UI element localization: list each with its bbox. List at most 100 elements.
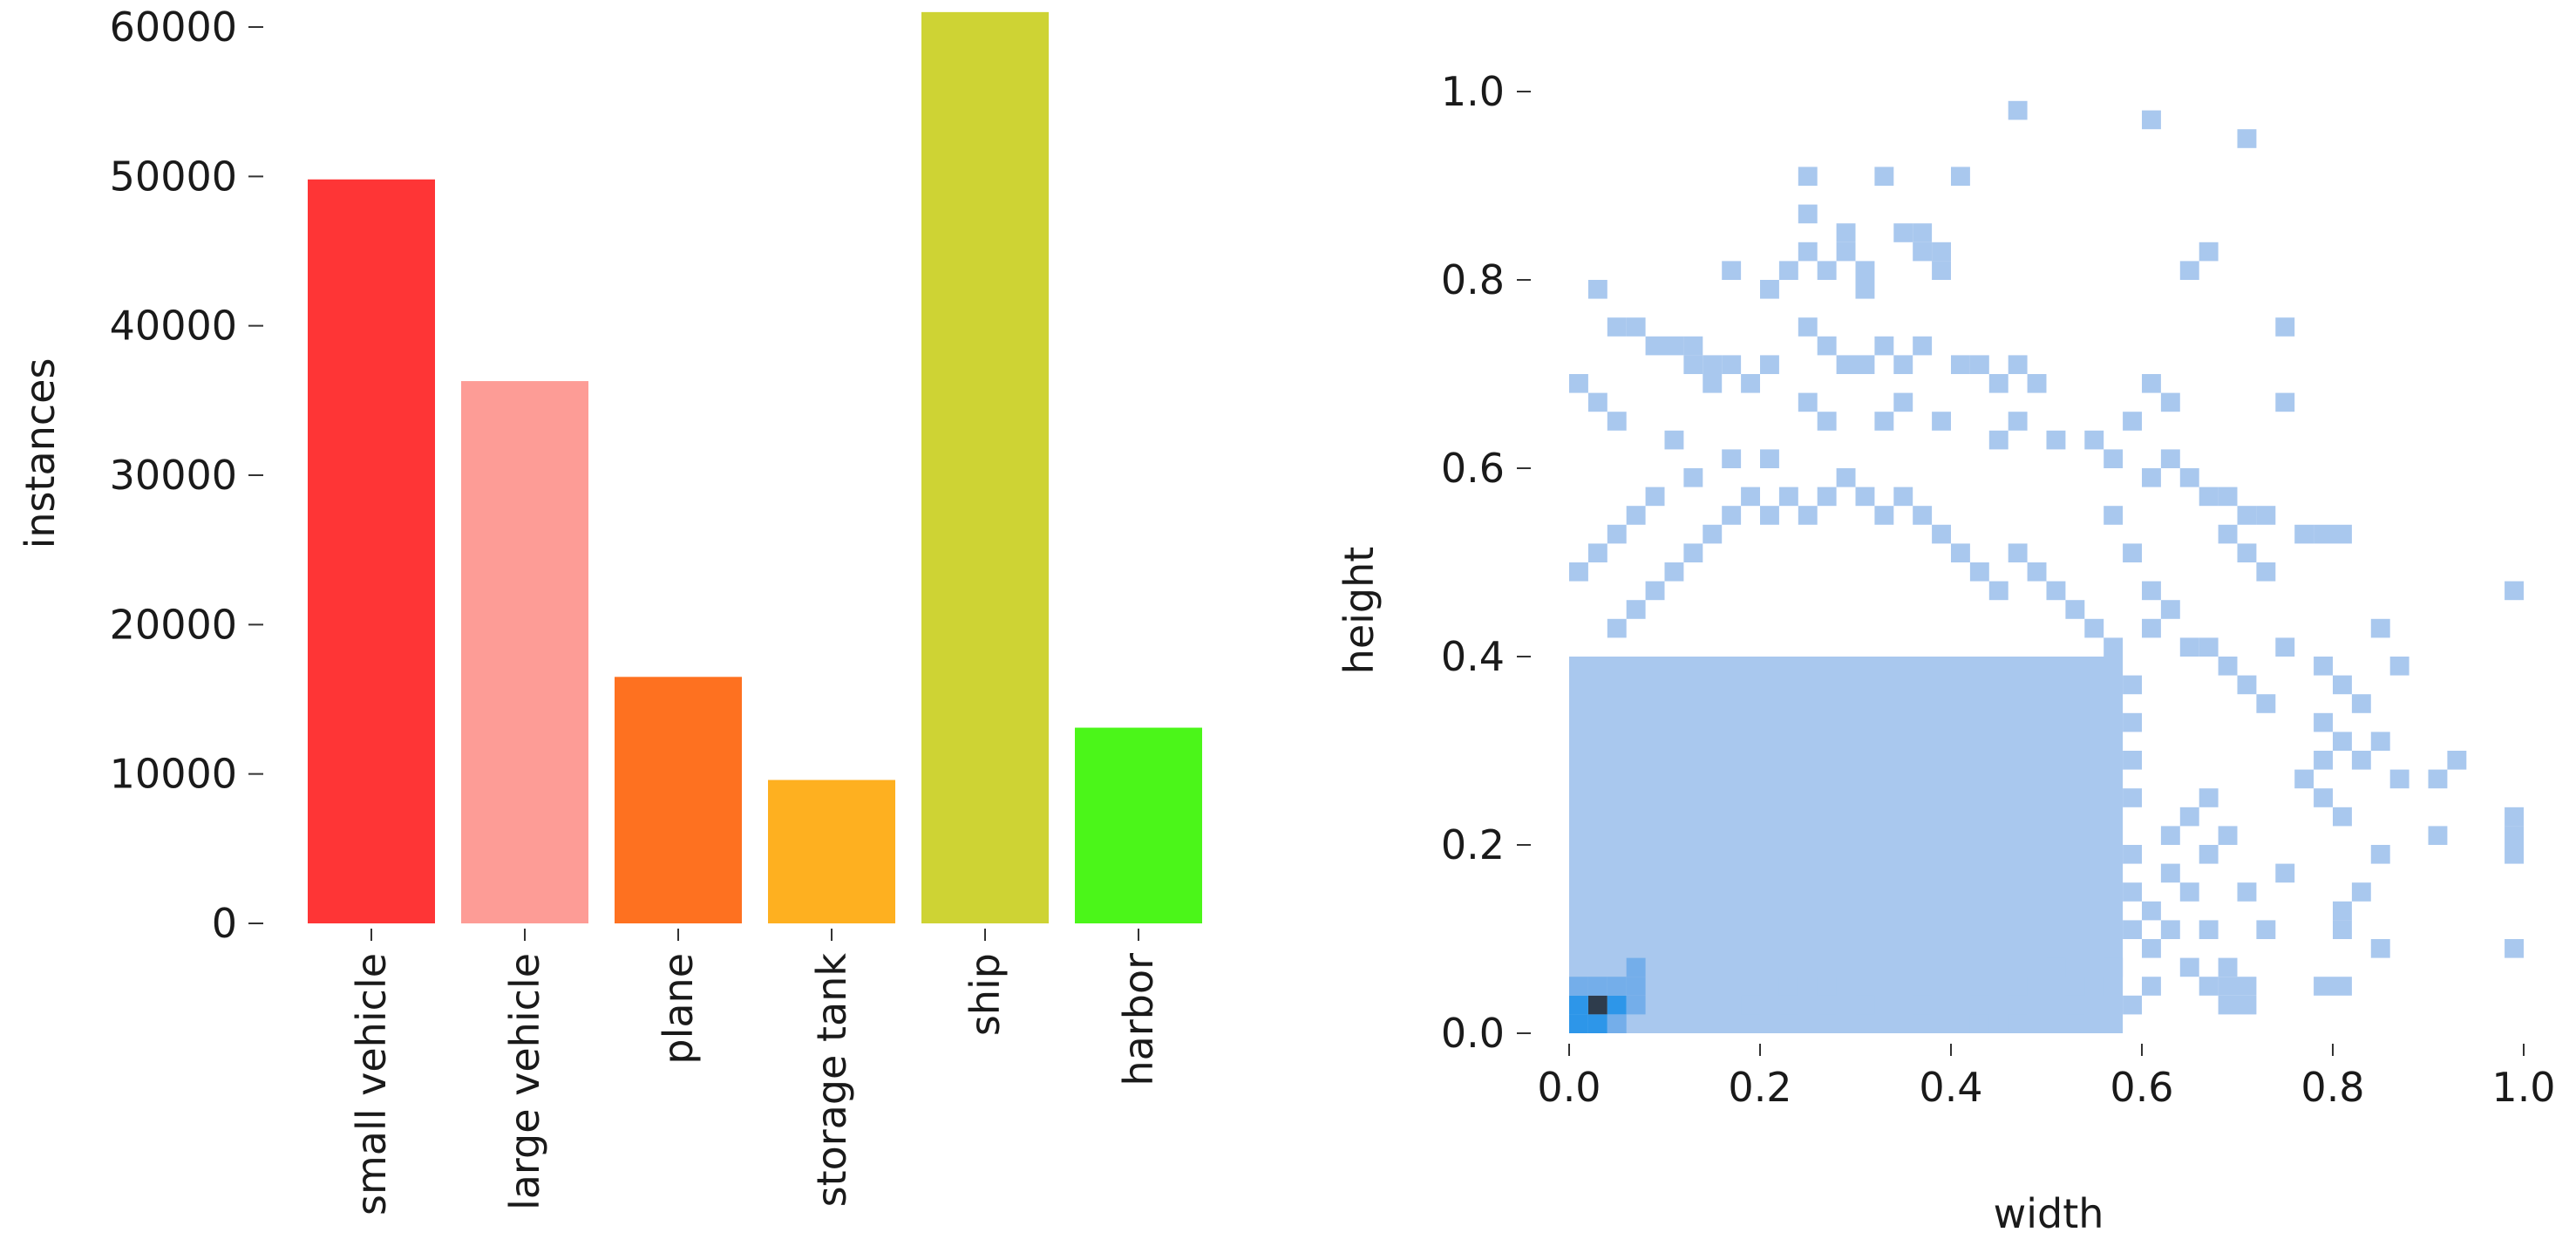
heatmap-hotspot-cell (1607, 977, 1627, 996)
heatmap-cell (2142, 374, 2161, 393)
heatmap-cell (2199, 977, 2219, 996)
heatmap-cell (2104, 957, 2124, 977)
heatmap-cell (2123, 995, 2142, 1015)
heatmap-cell (1645, 581, 1665, 601)
heatmap-cell (2123, 412, 2142, 431)
heatmap-hotspot-cell (1587, 977, 1607, 996)
heatmap-cell (2218, 977, 2238, 996)
heatmap-cell (2237, 506, 2257, 525)
bars (308, 11, 1202, 923)
heatmap-cell (1760, 280, 1779, 299)
heatmap-cell (2314, 712, 2333, 732)
heatmap-cell (2179, 957, 2199, 977)
heatmap-cell (1988, 374, 2008, 393)
heatmap-cell (1569, 374, 1588, 393)
heatmap-hotspot-cell (1569, 995, 1588, 1015)
heatmap-cell (2179, 468, 2199, 487)
heatmap-cell (2142, 110, 2161, 130)
heatmap-cell (2237, 543, 2257, 562)
heatmap-cell (2218, 826, 2238, 845)
heatmap-cell (2237, 882, 2257, 902)
heatmap-cell (2123, 788, 2142, 807)
heatmap-x-tick-label: 1.0 (2491, 1064, 2555, 1111)
heatmap-cell (1798, 506, 1818, 525)
heatmap-cell (1778, 487, 1798, 507)
heatmap-cell (2314, 977, 2333, 996)
heatmap-x-ticks: 0.0 0.2 0.4 0.6 0.8 1.0 (1537, 1044, 2556, 1111)
heatmap-cell (1855, 995, 1875, 1015)
heatmap-cell (1932, 412, 1951, 431)
heatmap-cell (2256, 920, 2276, 939)
heatmap-cell (1836, 355, 1856, 374)
bar-y-tick-label: 10000 (110, 751, 237, 798)
heatmap-y-axis-label: height (1336, 547, 1383, 675)
heatmap-cell (2218, 657, 2238, 676)
heatmap-cell (1988, 430, 2008, 450)
heatmap-cell (2160, 826, 2180, 845)
heatmap-cell (1893, 223, 1913, 242)
heatmap-hotspot-cell (1569, 1014, 1588, 1033)
heatmap-cell (2333, 675, 2352, 695)
heatmap-cell (1874, 977, 1894, 996)
heatmap-cell (2370, 845, 2390, 864)
heatmap-cell (2275, 317, 2295, 337)
heatmap-cell (2123, 543, 2142, 562)
heatmap-cell (1703, 524, 1723, 544)
heatmap-cell (1855, 280, 1875, 299)
heatmap-cell (1760, 506, 1779, 525)
heatmap-cell (1836, 242, 1856, 262)
heatmap-cell (1893, 487, 1913, 507)
heatmap-cell (2142, 901, 2161, 921)
heatmap-cell (2370, 939, 2390, 958)
heatmap-cell (2027, 374, 2047, 393)
heatmap-cell (1932, 524, 1951, 544)
heatmap-cell (2046, 957, 2066, 977)
heatmap-cell (2447, 751, 2467, 770)
heatmap-cell (2237, 977, 2257, 996)
heatmap-cell (1817, 412, 1837, 431)
heatmap-cell (2294, 524, 2314, 544)
heatmap-cell (1703, 374, 1723, 393)
heatmap-cell (2314, 657, 2333, 676)
heatmap-y-tick-label: 0.4 (1441, 633, 1505, 680)
heatmap-cell (2046, 430, 2066, 450)
heatmap-cell (1664, 336, 1684, 356)
heatmap-cell (1760, 977, 1779, 996)
heatmap-cell (2104, 637, 2124, 657)
heatmap-cell (2333, 901, 2352, 921)
heatmap-cell (2275, 637, 2295, 657)
heatmap-cell (1741, 995, 1760, 1015)
heatmap-y-ticks: 0.0 0.2 0.4 0.6 0.8 1.0 (1441, 68, 1531, 1057)
heatmap-cell (2008, 995, 2028, 1015)
heatmap-cell (2027, 977, 2047, 996)
heatmap-cell (2333, 524, 2352, 544)
heatmap-cell (1913, 223, 1933, 242)
heatmap-cell (1760, 449, 1779, 468)
heatmap-cell (1951, 543, 1970, 562)
heatmap-cell (2218, 487, 2238, 507)
heatmap-cell (1874, 167, 1894, 186)
heatmap-cell (1836, 223, 1856, 242)
heatmap-x-tick-label: 0.4 (1919, 1064, 1982, 1111)
heatmap-cell (1645, 336, 1665, 356)
heatmap-dense-region (1569, 657, 2124, 1033)
heatmap-cell (2314, 751, 2333, 770)
heatmap-cell (2160, 600, 2180, 619)
bar-x-tick-label: large vehicle (501, 953, 548, 1210)
heatmap-cell (1893, 392, 1913, 412)
heatmap-cell (2275, 392, 2295, 412)
heatmap-cell (2142, 468, 2161, 487)
heatmap-cell (2199, 637, 2219, 657)
heatmap-cell (1969, 355, 1989, 374)
heatmap-cell (1683, 468, 1703, 487)
heatmap-cell (2428, 769, 2448, 789)
bar-y-tick-label: 20000 (110, 601, 237, 648)
heatmap-cell (2179, 882, 2199, 902)
heatmap-cell (2505, 845, 2524, 864)
heatmap-cell (1798, 317, 1818, 337)
heatmap-cell (2333, 732, 2352, 751)
heatmap-cell (2123, 845, 2142, 864)
heatmap-cell (1817, 487, 1837, 507)
heatmap-cell (2084, 618, 2104, 638)
heatmap-cell (1722, 355, 1742, 374)
